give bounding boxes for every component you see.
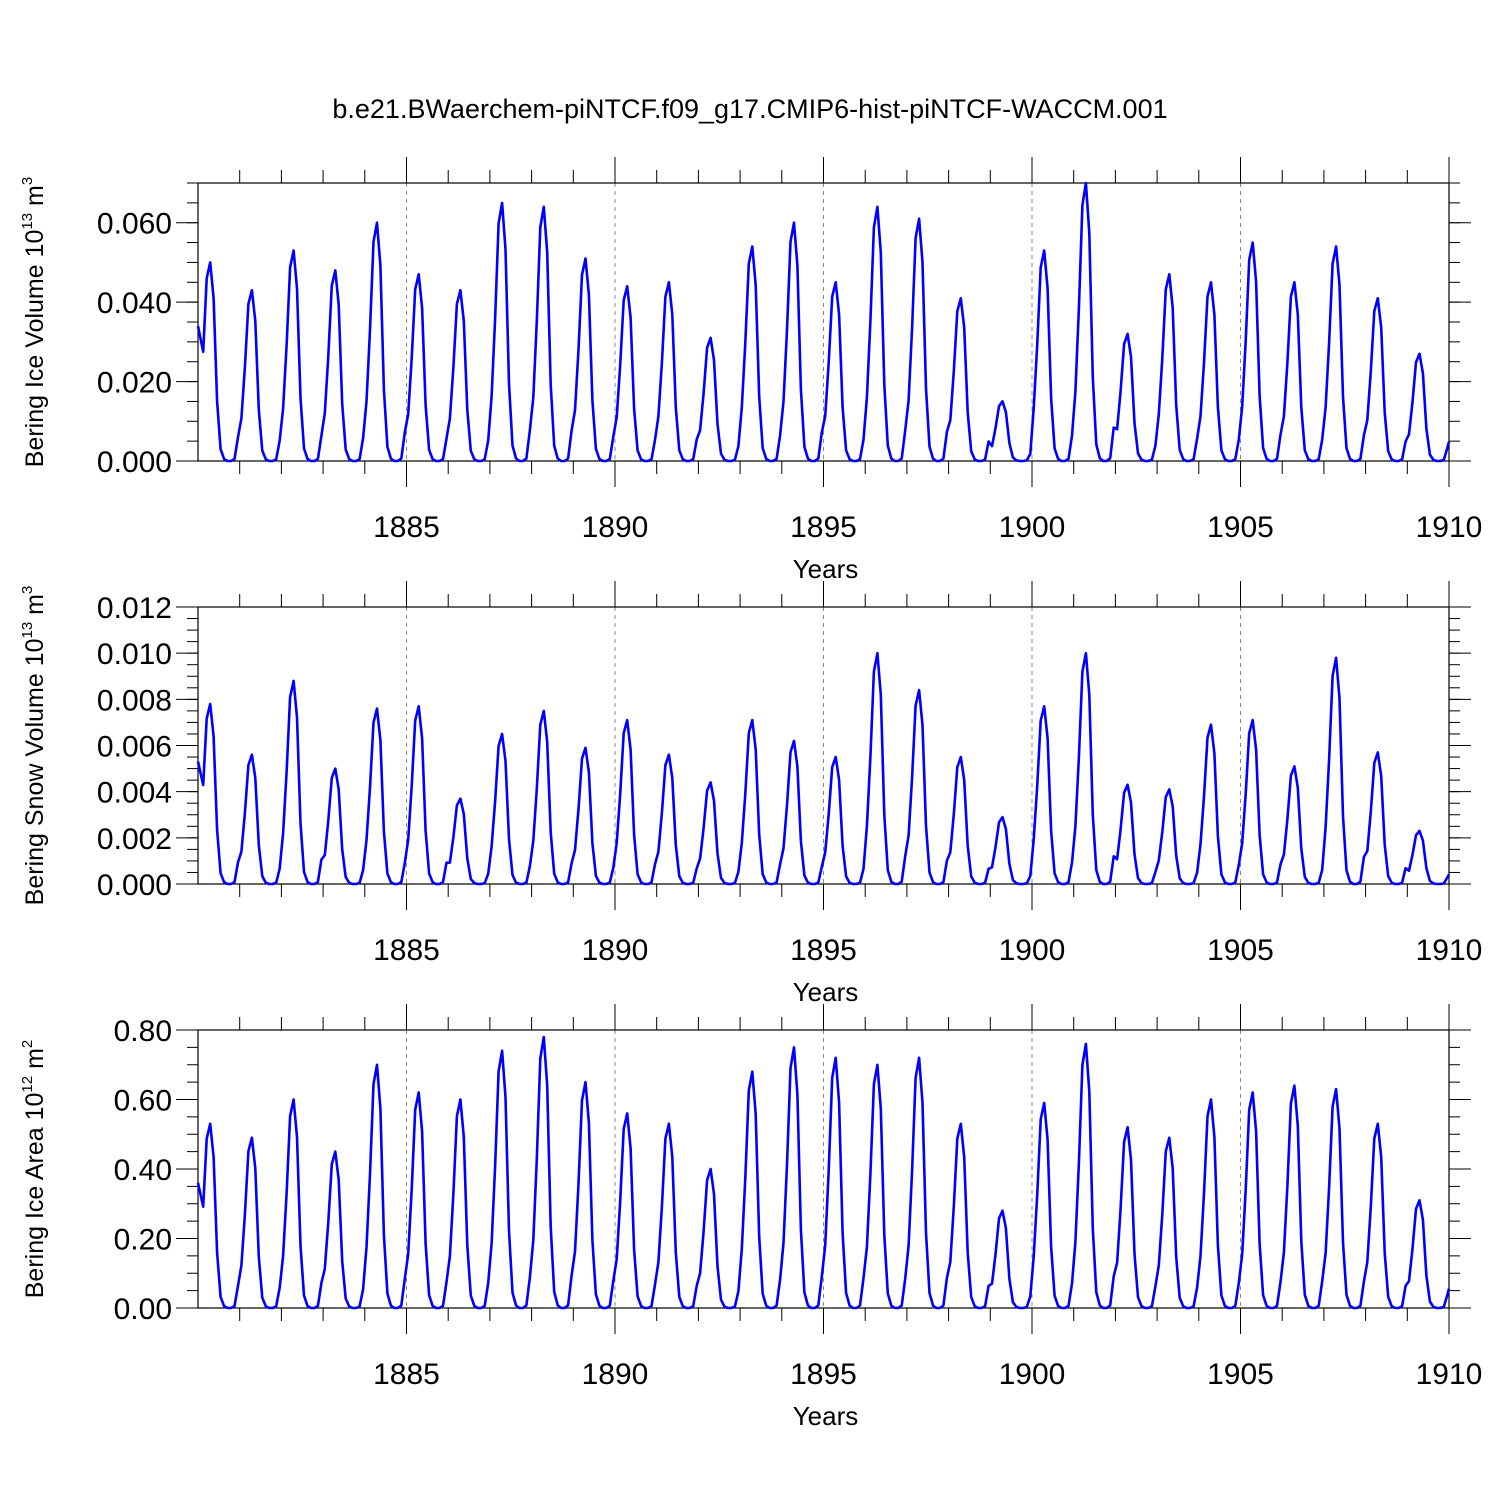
x-tick-label: 1885 (373, 1358, 440, 1391)
x-tick-label: 1895 (790, 934, 857, 967)
x-tick-label: 1890 (582, 1358, 649, 1391)
x-tick-label: 1890 (582, 934, 649, 967)
y-axis-label-part: 3 (19, 586, 36, 594)
x-tick-label: 1890 (582, 511, 649, 544)
x-tick-label: 1900 (999, 1358, 1066, 1391)
y-tick-label: 0.004 (97, 777, 172, 810)
panels: 0.000 0.020 0.040 0.060 1885 1890 1895 1900 1905… (19, 157, 1482, 1431)
y-tick-label: 0.40 (114, 1154, 172, 1187)
y-axis-label-part: 13 (19, 622, 36, 639)
figure-title: b.e21.BWaerchem-piNTCF.f09_g17.CMIP6-his… (332, 94, 1167, 124)
x-tick-label: 1895 (790, 511, 857, 544)
x-tick-label: 1910 (1416, 934, 1483, 967)
y-tick-label: 0.20 (114, 1224, 172, 1257)
y-axis-label: Bering Snow Volume 1013 m3 (19, 586, 49, 906)
y-axis-label-part: Bering Ice Volume 10 (21, 230, 49, 468)
panel-1: 0.000 0.020 0.040 0.060 1885 1890 1895 1900 1905… (19, 157, 1482, 584)
x-tick-label: 1905 (1207, 1358, 1274, 1391)
y-axis-label-part: 2 (19, 1040, 36, 1048)
panel-3: 0.00 0.20 0.40 0.60 0.80 1885 1890 1895 1900 1905… (19, 1004, 1482, 1431)
y-tick-label: 0.000 (97, 446, 172, 479)
y-axis-label-part: m (21, 594, 49, 622)
x-tick-label: 1910 (1416, 511, 1483, 544)
x-axis-label: Years (793, 554, 859, 584)
x-tick-label: 1895 (790, 1358, 857, 1391)
series-line-1 (196, 181, 1451, 463)
y-axis-label-part: 12 (19, 1076, 36, 1093)
y-tick-label: 0.060 (97, 208, 172, 241)
x-tick-label: 1905 (1207, 934, 1274, 967)
y-tick-label: 0.60 (114, 1085, 172, 1118)
y-axis-label-part: 13 (19, 213, 36, 230)
y-tick-label: 0.012 (97, 592, 172, 625)
x-tick-label: 1885 (373, 511, 440, 544)
y-axis-label-part: m (21, 1048, 49, 1076)
x-axis-label: Years (793, 977, 859, 1007)
y-tick-label: 0.80 (114, 1015, 172, 1048)
y-axis-label-part: 3 (19, 177, 36, 185)
y-axis-label: Bering Ice Volume 1013 m3 (19, 177, 49, 467)
series-line-3 (196, 1035, 1451, 1310)
y-tick-label: 0.010 (97, 638, 172, 671)
y-tick-label: 0.00 (114, 1293, 172, 1326)
y-tick-label: 0.002 (97, 823, 172, 856)
y-axis-label-part: Bering Ice Area 10 (21, 1093, 49, 1299)
y-tick-label: 0.020 (97, 367, 172, 400)
y-tick-label: 0.040 (97, 287, 172, 320)
x-tick-label: 1900 (999, 934, 1066, 967)
x-tick-label: 1885 (373, 934, 440, 967)
y-tick-label: 0.006 (97, 731, 172, 764)
y-axis-label: Bering Ice Area 1012 m2 (19, 1040, 49, 1299)
y-axis-label-part: Bering Snow Volume 10 (21, 638, 49, 905)
x-axis-label: Years (793, 1401, 859, 1431)
y-axis-label-part: m (21, 185, 49, 213)
x-tick-label: 1905 (1207, 511, 1274, 544)
series-line-2 (196, 651, 1451, 886)
panel-2: 0.000 0.002 0.004 0.006 0.008 0.010 0.012 1885 1… (19, 581, 1482, 1007)
y-tick-label: 0.000 (97, 869, 172, 902)
x-tick-label: 1900 (999, 511, 1066, 544)
y-tick-label: 0.008 (97, 684, 172, 717)
x-tick-label: 1910 (1416, 1358, 1483, 1391)
